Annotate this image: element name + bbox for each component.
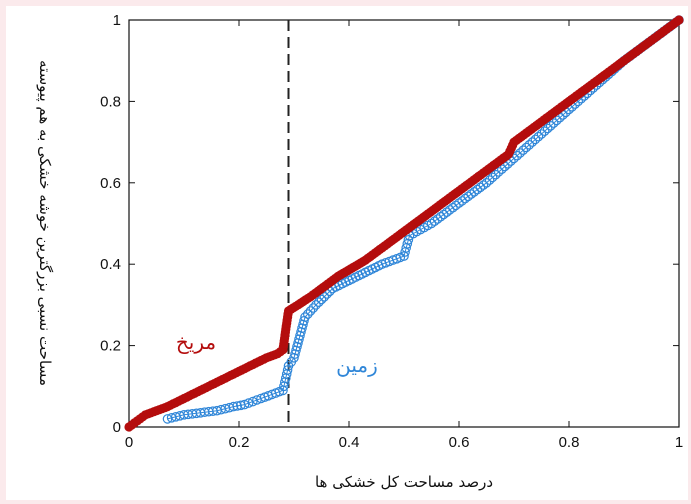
plot-frame (128, 19, 680, 428)
earth-point (438, 209, 449, 220)
earth-point (311, 300, 321, 310)
x-tick-label: 0.8 (559, 434, 580, 451)
earth-point (551, 115, 562, 126)
earth-point (232, 401, 242, 411)
x-tick-label: 0.6 (449, 434, 470, 451)
earth-point (308, 303, 319, 313)
earth-point (426, 218, 437, 229)
x-tick-label: 0.2 (229, 434, 250, 451)
earth-point (530, 134, 541, 145)
earth-point (403, 235, 414, 245)
earth-point (457, 196, 467, 206)
earth-point (545, 121, 556, 131)
earth-point (228, 401, 239, 412)
earth-point (316, 294, 327, 305)
earth-point (454, 198, 464, 208)
earth-point (478, 180, 489, 190)
earth-point (472, 184, 483, 195)
y-axis-title: مساحت نسبی بزرگترین خوشه خشکی به هم پیوس… (35, 60, 54, 386)
earth-point (243, 398, 254, 408)
earth-point (512, 150, 522, 161)
earth-point (493, 167, 504, 177)
earth-point (527, 137, 538, 147)
x-axis-title: درصد مساحت کل خشکی ها (315, 473, 493, 491)
y-tick-label: 1 (113, 12, 121, 29)
earth-point (496, 164, 507, 174)
earth-point (451, 200, 461, 211)
earth-point (319, 291, 330, 302)
earth-point (539, 126, 550, 136)
earth-point (469, 187, 480, 197)
y-tick-label: 0.8 (100, 93, 121, 110)
earth-point (521, 142, 531, 153)
y-tick-label: 0.4 (100, 256, 121, 273)
earth-point (305, 306, 316, 316)
mars-point (674, 15, 684, 25)
earth-point (466, 189, 476, 199)
earth-point (481, 178, 492, 188)
y-tick-label: 0 (113, 419, 121, 436)
earth-point (302, 309, 313, 319)
earth-point (448, 202, 458, 213)
earth-point (435, 211, 446, 222)
earth-point (441, 207, 452, 217)
earth-point (490, 169, 501, 180)
earth-point (429, 216, 440, 226)
y-tick-label: 0.2 (100, 338, 121, 355)
chart-panel (6, 6, 688, 500)
series-mars (124, 15, 684, 432)
earth-point (239, 399, 250, 410)
series-label-earth: زمین (336, 353, 378, 377)
earth-point (463, 191, 473, 202)
series-label-mars: مریخ (176, 330, 216, 354)
earth-point (542, 123, 553, 134)
earth-point (313, 297, 324, 307)
earth-point (282, 365, 293, 375)
x-tick-label: 0 (125, 434, 133, 451)
earth-point (300, 312, 310, 322)
earth-point (515, 148, 525, 158)
earth-point (548, 118, 559, 128)
earth-point (460, 193, 470, 204)
earth-point (475, 182, 486, 193)
earth-point (533, 131, 544, 142)
earth-point (524, 140, 535, 150)
y-tick-label: 0.6 (100, 175, 121, 192)
earth-point (432, 214, 443, 224)
earth-point (487, 172, 498, 183)
earth-point (484, 175, 495, 185)
x-tick-label: 0.4 (339, 434, 360, 451)
earth-point (536, 129, 547, 139)
earth-point (444, 205, 455, 215)
x-tick-label: 1 (675, 434, 683, 451)
earth-point (518, 145, 528, 155)
earth-point (248, 396, 258, 407)
